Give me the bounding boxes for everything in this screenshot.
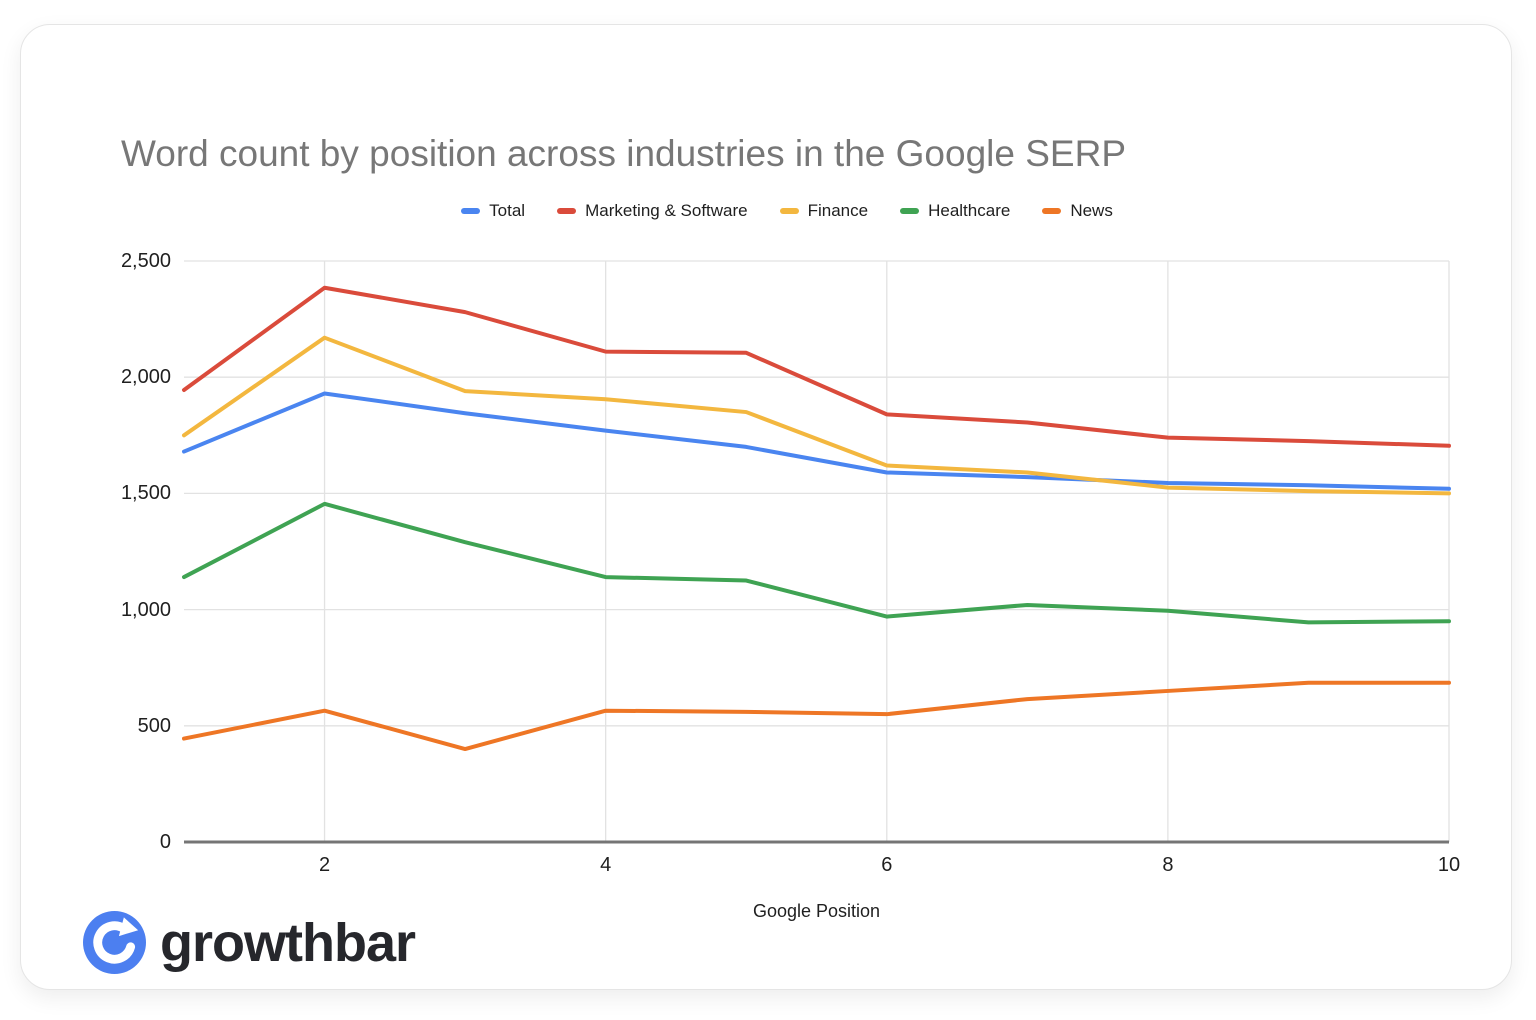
growthbar-logo: growthbar <box>83 911 416 974</box>
legend-label: Total <box>489 201 526 220</box>
x-axis-label: 8 <box>1162 854 1174 876</box>
x-axis-label: 6 <box>881 854 893 876</box>
series-line-news <box>182 680 1451 752</box>
legend-swatch <box>900 208 920 214</box>
y-axis-label: 1,500 <box>120 482 171 505</box>
legend-item-news: News <box>1042 201 1113 221</box>
growthbar-logo-text: growthbar <box>160 912 416 973</box>
chart-title: Word count by position across industries… <box>121 133 1126 174</box>
series-line-marketing-software <box>182 285 1451 448</box>
line-chart <box>182 260 1451 844</box>
legend-swatch <box>557 208 577 214</box>
series-line-finance <box>182 335 1451 496</box>
legend-label: Healthcare <box>928 201 1011 220</box>
chart-legend: Total Marketing & Software Finance Healthca… <box>41 201 1533 221</box>
x-axis-label: 2 <box>318 854 331 876</box>
legend-item-total: Total <box>461 201 525 221</box>
legend-swatch <box>1042 208 1062 214</box>
legend-swatch <box>779 208 799 214</box>
chart-card: Word count by position across industries… <box>20 24 1512 990</box>
y-axis-label: 500 <box>137 714 171 737</box>
x-axis-label: 10 <box>1437 854 1461 876</box>
y-axis-label: 2,000 <box>120 366 171 389</box>
series-line-healthcare <box>182 501 1451 625</box>
x-axis-label: 4 <box>600 854 612 876</box>
y-axis-label: 2,500 <box>120 250 171 272</box>
circular-arrow-icon <box>83 911 146 974</box>
legend-item-finance: Finance <box>779 201 869 221</box>
legend-item-marketing-software: Marketing & Software <box>557 201 748 221</box>
legend-label: Marketing & Software <box>585 201 748 220</box>
legend-label: News <box>1070 201 1113 220</box>
y-axis-label: 1,000 <box>120 598 171 621</box>
plot-area <box>182 260 1451 844</box>
legend-label: Finance <box>807 201 869 220</box>
y-axis-label: 0 <box>159 831 171 853</box>
legend-swatch <box>461 208 481 214</box>
series-line-total <box>182 391 1451 491</box>
x-axis-title: Google Position <box>752 901 881 921</box>
legend-item-healthcare: Healthcare <box>900 201 1010 221</box>
